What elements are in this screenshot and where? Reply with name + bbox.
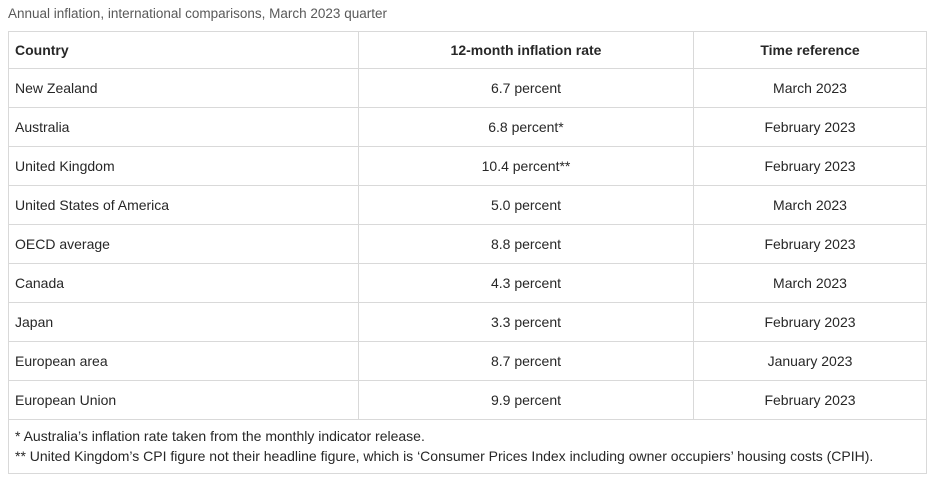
column-header-country: Country (8, 31, 359, 69)
inflation-comparison-table: Country 12-month inflation rate Time ref… (8, 31, 927, 474)
table-row: European area 8.7 percent January 2023 (8, 341, 927, 381)
table-footer: * Australia’s inflation rate taken from … (8, 419, 927, 474)
cell-country: United States of America (8, 185, 359, 225)
table-row: New Zealand 6.7 percent March 2023 (8, 68, 927, 108)
cell-time: January 2023 (693, 341, 927, 381)
table-row: Canada 4.3 percent March 2023 (8, 263, 927, 303)
cell-country: European area (8, 341, 359, 381)
cell-time: February 2023 (693, 107, 927, 147)
cell-rate: 6.7 percent (358, 68, 694, 108)
cell-time: February 2023 (693, 302, 927, 342)
cell-country: Japan (8, 302, 359, 342)
table-header: Country 12-month inflation rate Time ref… (8, 31, 927, 69)
footnote-united-kingdom: ** United Kingdom’s CPI figure not their… (15, 447, 874, 464)
cell-time: February 2023 (693, 224, 927, 264)
table-row: Australia 6.8 percent* February 2023 (8, 107, 927, 147)
footnotes-row: * Australia’s inflation rate taken from … (8, 419, 927, 474)
cell-country: OECD average (8, 224, 359, 264)
table-body: New Zealand 6.7 percent March 2023 Austr… (8, 68, 927, 420)
cell-country: New Zealand (8, 68, 359, 108)
table-row: European Union 9.9 percent February 2023 (8, 380, 927, 420)
cell-rate: 5.0 percent (358, 185, 694, 225)
table-row: United Kingdom 10.4 percent** February 2… (8, 146, 927, 186)
cell-time: March 2023 (693, 68, 927, 108)
cell-rate: 8.7 percent (358, 341, 694, 381)
cell-rate: 10.4 percent** (358, 146, 694, 186)
column-header-time-reference: Time reference (693, 31, 927, 69)
cell-country: Canada (8, 263, 359, 303)
footnote-australia: * Australia’s inflation rate taken from … (15, 428, 425, 444)
cell-rate: 4.3 percent (358, 263, 694, 303)
table-row: Japan 3.3 percent February 2023 (8, 302, 927, 342)
cell-rate: 8.8 percent (358, 224, 694, 264)
cell-country: European Union (8, 380, 359, 420)
cell-time: February 2023 (693, 146, 927, 186)
cell-time: March 2023 (693, 263, 927, 303)
footnotes-cell: * Australia’s inflation rate taken from … (8, 419, 927, 474)
table-row: United States of America 5.0 percent Mar… (8, 185, 927, 225)
cell-time: February 2023 (693, 380, 927, 420)
cell-rate: 3.3 percent (358, 302, 694, 342)
page-title: Annual inflation, international comparis… (8, 6, 387, 21)
table-row: OECD average 8.8 percent February 2023 (8, 224, 927, 264)
cell-country: Australia (8, 107, 359, 147)
cell-rate: 6.8 percent* (358, 107, 694, 147)
cell-rate: 9.9 percent (358, 380, 694, 420)
cell-time: March 2023 (693, 185, 927, 225)
header-row: Country 12-month inflation rate Time ref… (8, 31, 927, 69)
cell-country: United Kingdom (8, 146, 359, 186)
column-header-inflation-rate: 12-month inflation rate (358, 31, 694, 69)
